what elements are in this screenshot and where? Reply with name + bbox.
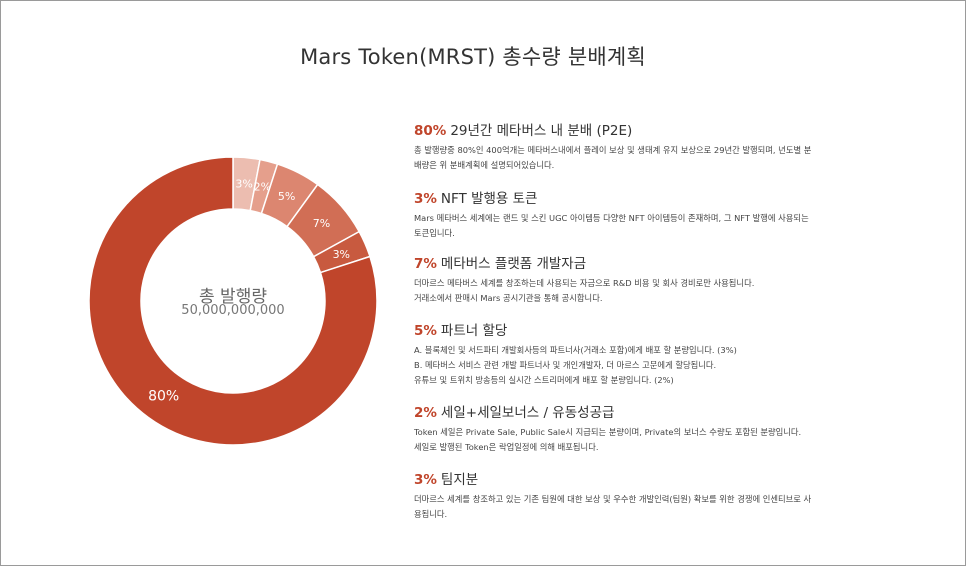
desc-title: 팀지분 xyxy=(440,472,479,488)
desc-line: 세일로 발행된 Token은 락업일정에 의해 배포됩니다. xyxy=(414,442,599,452)
slice-label: 7% xyxy=(313,217,330,230)
desc-percent: 80% xyxy=(414,123,447,139)
desc-heading: 5% 파트너 할당 xyxy=(414,319,884,339)
desc-line: A. 블록체인 및 서드파티 개발회사등의 파트너사(거래소 포함)에게 배포 … xyxy=(414,345,737,355)
desc-percent: 7% xyxy=(414,256,437,272)
desc-line: 총 발행량중 80%인 400억개는 메타버스내에서 플레이 보상 및 생태계 … xyxy=(414,145,812,155)
slice-label: 3% xyxy=(333,248,350,261)
desc-title: 29년간 메타버스 내 분배 (P2E) xyxy=(450,123,633,139)
desc-text: 더마르스 메타버스 세계를 창조하는데 사용되는 자금으로 R&D 비용 및 회… xyxy=(414,276,884,306)
donut-chart: 3% 2%5%7%3%80% xyxy=(89,157,377,445)
desc-title: 파트너 할당 xyxy=(440,323,508,339)
desc-block-p2e: 80% 29년간 메타버스 내 분배 (P2E) 총 발행량중 80%인 400억… xyxy=(414,119,884,173)
desc-percent: 3% xyxy=(414,191,437,207)
desc-block-sale: 2% 세일+세일보너스 / 유동성공급 Token 세일은 Private Sal… xyxy=(414,401,884,455)
desc-heading: 3% 팀지분 xyxy=(414,468,884,488)
slice-label: 5% xyxy=(278,190,295,203)
center-total-value: 50,000,000,000 xyxy=(181,303,285,318)
desc-title: 세일+세일보너스 / 유동성공급 xyxy=(440,405,615,421)
desc-block-team: 3% 팀지분 더마르스 세계를 창조하고 있는 기존 팀원에 대한 보상 및 우수… xyxy=(414,468,884,522)
slice-label: 2% xyxy=(254,181,271,194)
desc-line: B. 메타버스 서비스 관련 개발 파트너사 및 개인개발자, 더 마르스 고문… xyxy=(414,360,717,370)
desc-title: NFT 발행용 토큰 xyxy=(440,191,538,207)
desc-heading: 3% NFT 발행용 토큰 xyxy=(414,187,884,207)
desc-text: Mars 메타버스 세계에는 랜드 및 스킨 UGC 아이템등 다양한 NFT … xyxy=(414,211,884,241)
desc-text: 더마르스 세계를 창조하고 있는 기존 팀원에 대한 보상 및 우수한 개발인력… xyxy=(414,492,884,522)
center-total-label: 총 발행량 xyxy=(199,287,267,307)
desc-percent: 3% xyxy=(414,472,437,488)
desc-text: A. 블록체인 및 서드파티 개발회사등의 파트너사(거래소 포함)에게 배포 … xyxy=(414,343,884,388)
desc-line: 토큰입니다. xyxy=(414,228,455,238)
desc-line: 거래소에서 판매시 Mars 공시기관을 통해 공시합니다. xyxy=(414,293,603,303)
desc-line: 더마르스 세계를 창조하고 있는 기존 팀원에 대한 보상 및 우수한 개발인력… xyxy=(414,494,812,504)
desc-block-nft: 3% NFT 발행용 토큰 Mars 메타버스 세계에는 랜드 및 스킨 UGC … xyxy=(414,187,884,241)
desc-text: 총 발행량중 80%인 400억개는 메타버스내에서 플레이 보상 및 생태계 … xyxy=(414,143,884,173)
desc-line: 배량은 위 분배계획에 설명되어있습니다. xyxy=(414,160,555,170)
desc-block-partner: 5% 파트너 할당 A. 블록체인 및 서드파티 개발회사등의 파트너사(거래소 … xyxy=(414,319,884,388)
desc-line: 더마르스 메타버스 세계를 창조하는데 사용되는 자금으로 R&D 비용 및 회… xyxy=(414,278,755,288)
desc-heading: 2% 세일+세일보너스 / 유동성공급 xyxy=(414,401,884,421)
chart-title: Mars Token(MRST) 총수량 분배계획 xyxy=(300,45,646,69)
desc-heading: 80% 29년간 메타버스 내 분배 (P2E) xyxy=(414,119,884,139)
desc-line: Mars 메타버스 세계에는 랜드 및 스킨 UGC 아이템등 다양한 NFT … xyxy=(414,213,809,223)
desc-block-dev-fund: 7% 메타버스 플랫폼 개발자금 더마르스 메타버스 세계를 창조하는데 사용되는… xyxy=(414,252,884,306)
desc-title: 메타버스 플랫폼 개발자금 xyxy=(440,256,587,272)
desc-line: 용됩니다. xyxy=(414,509,448,519)
desc-line: 유튜브 및 트위치 방송등의 실시간 스트리머에게 배포 할 분량입니다. (2… xyxy=(414,375,674,385)
desc-percent: 5% xyxy=(414,323,437,339)
desc-line: Token 세일은 Private Sale, Public Sale시 지급되… xyxy=(414,427,802,437)
slice-label: 80% xyxy=(148,388,179,404)
donut-slice xyxy=(89,157,377,445)
slice-label: 3% xyxy=(235,178,252,191)
desc-percent: 2% xyxy=(414,405,437,421)
desc-heading: 7% 메타버스 플랫폼 개발자금 xyxy=(414,252,884,272)
desc-text: Token 세일은 Private Sale, Public Sale시 지급되… xyxy=(414,425,884,455)
